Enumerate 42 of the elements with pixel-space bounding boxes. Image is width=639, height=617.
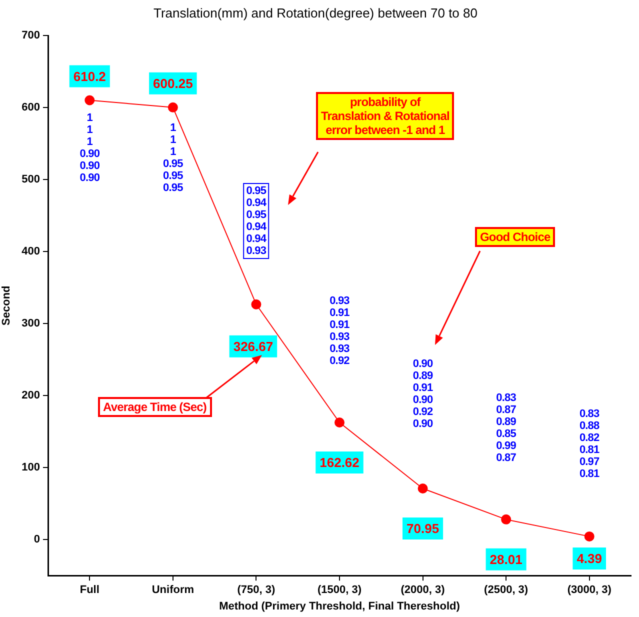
point (418, 484, 428, 494)
annotation: 0.83 0.88 0.82 0.81 0.97 0.81 (579, 408, 600, 480)
y-tick-label: 100 (22, 462, 40, 474)
y-tick-label: 300 (22, 318, 40, 330)
x-tick-label: Full (80, 584, 100, 596)
point (168, 102, 178, 112)
data-label: 610.2 (73, 68, 106, 84)
point (501, 514, 512, 524)
chart-title: Translation(mm) and Rotation(degree) between 70 to 80 (154, 5, 478, 20)
annotation: 0.90 0.89 0.91 0.90 0.92 0.90 (412, 358, 433, 430)
x-tick-label: Uniform (152, 584, 194, 596)
x-tick-label: (750, 3) (237, 584, 276, 596)
x-tick-label: (2500, 3) (484, 584, 528, 596)
y-tick-label: 0 (34, 534, 40, 546)
x-tick-label: (1500, 3) (317, 584, 362, 596)
x-tick-label: (3000, 3) (567, 584, 612, 596)
y-tick-label: 200 (22, 390, 40, 402)
annotation: 1 1 1 0.95 0.95 0.95 (163, 122, 183, 194)
annotation: Average Time (Sec) (98, 397, 212, 417)
annotation: 0.83 0.87 0.89 0.85 0.99 0.87 (496, 392, 516, 464)
y-tick-label: 700 (22, 30, 40, 42)
data-label: 70.95 (406, 521, 440, 536)
point (334, 418, 344, 428)
y-tick-label: 500 (22, 174, 40, 186)
annotation: 0.93 0.91 0.91 0.93 0.93 0.92 (330, 295, 350, 367)
data-label: 326.67 (233, 338, 274, 354)
y-tick-label: 400 (22, 246, 40, 258)
x-tick-label: (2000, 3) (400, 584, 446, 596)
data-label: 600.25 (153, 76, 193, 91)
annotation: Good Choice (475, 227, 556, 247)
data-label: 4.39 (576, 551, 602, 566)
y-tick-label: 600 (22, 102, 40, 114)
annotation: probability of Translation & Rotational error between -1 and 1 (316, 92, 454, 140)
annotation: 1 1 1 0.90 0.90 0.90 (80, 112, 100, 184)
x-axis-title: Method (Primery Threshold, Final Thereshold) (219, 600, 460, 612)
data-label: 162.62 (320, 455, 360, 470)
annotation: 0.95 0.94 0.95 0.94 0.94 0.93 (243, 183, 270, 259)
point (84, 95, 95, 106)
point (251, 299, 262, 310)
data-label: 28.01 (490, 552, 522, 568)
point (584, 531, 594, 542)
y-axis-title: Second (0, 286, 13, 326)
